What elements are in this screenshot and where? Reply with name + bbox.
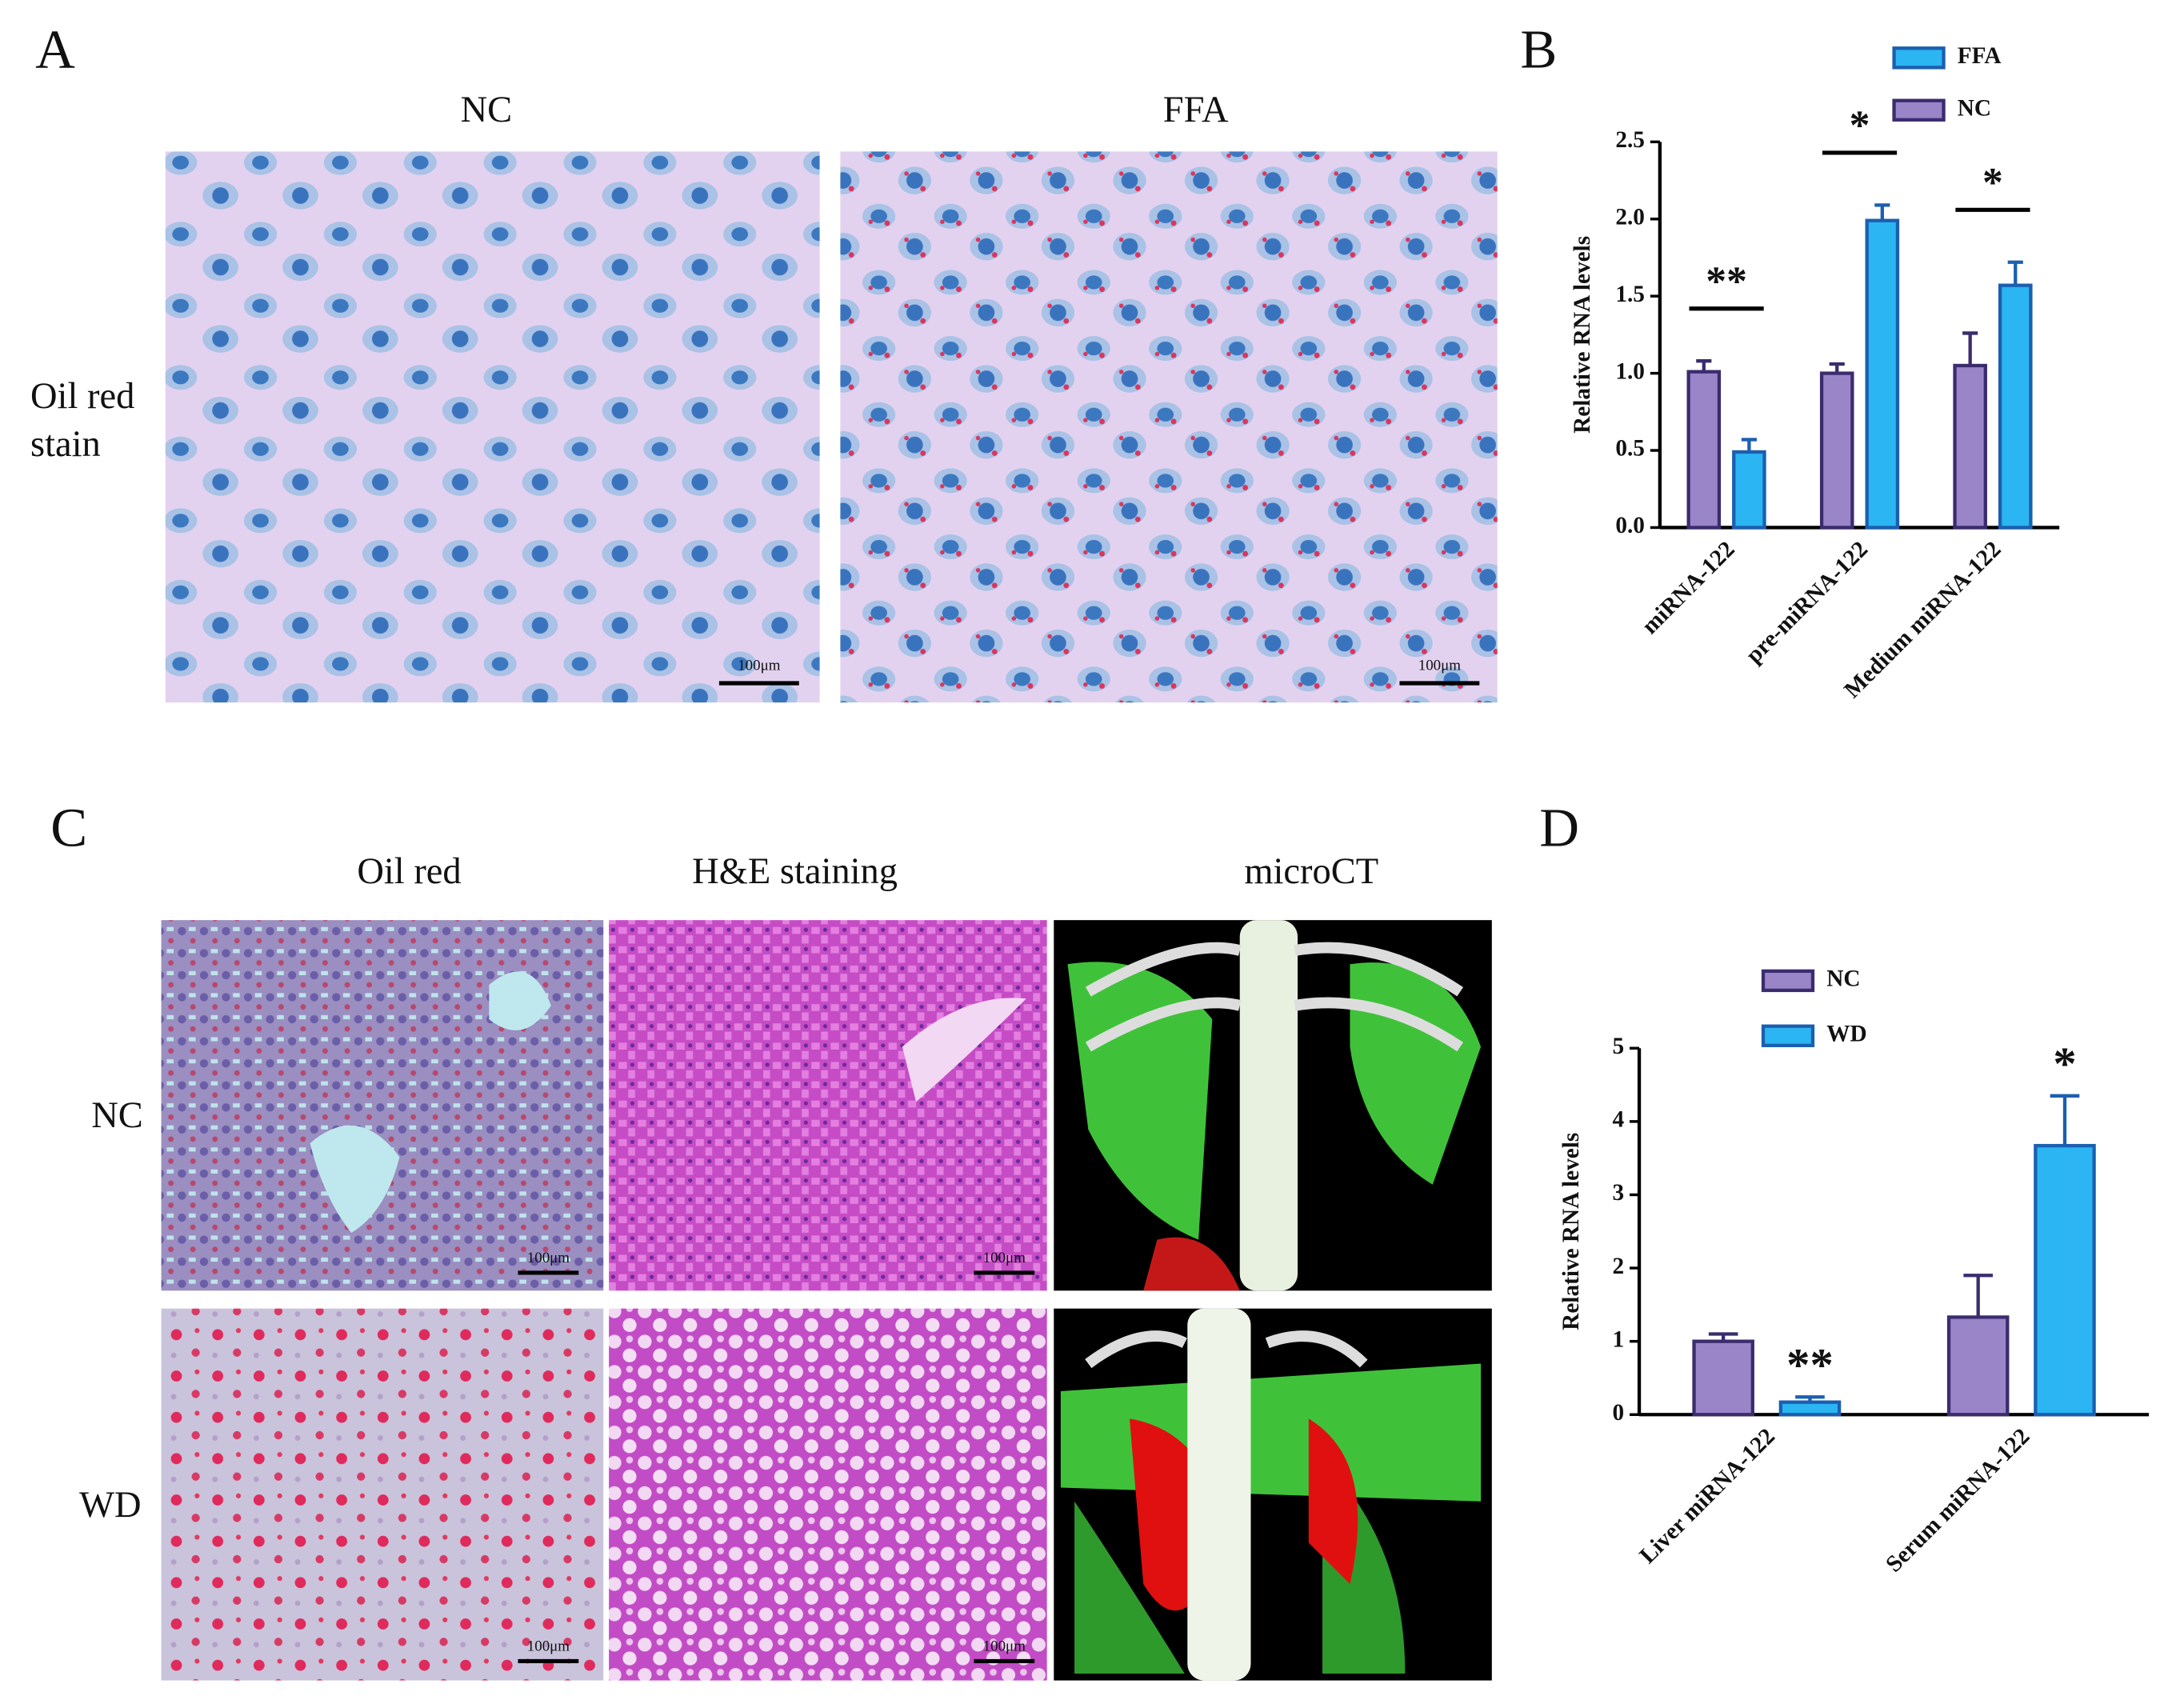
significance: *: [1982, 160, 2003, 206]
legend-swatch: [1892, 98, 1946, 122]
x-tick-label: pre-miRNA-122: [1741, 537, 1873, 669]
vessel: [902, 998, 1026, 1102]
micrograph: [609, 1308, 1047, 1681]
legend-swatch: [1892, 46, 1946, 70]
x-tick-label: Liver miRNA-122: [1634, 1423, 1779, 1568]
significance: *: [1850, 103, 1870, 149]
bar: [1692, 1339, 1754, 1417]
column-label: FFA: [1163, 90, 1229, 130]
error-bar: [2050, 1094, 2080, 1146]
error-bar: [1708, 1332, 1738, 1342]
bar: [1865, 218, 1900, 530]
legend-swatch: [1761, 969, 1815, 993]
significance: **: [1706, 258, 1747, 304]
column-label: Oil red: [357, 851, 461, 892]
scale-bar-label: 100μm: [983, 1638, 1026, 1655]
error-bar: [1795, 1395, 1825, 1402]
micrograph: [161, 920, 604, 1291]
legend-label: WD: [1826, 1021, 1866, 1046]
error-bar: [1741, 438, 1757, 452]
y-tick-label: 2: [1612, 1254, 1624, 1279]
bar: [1686, 370, 1722, 530]
bar: [1953, 363, 1987, 530]
bar: [1778, 1400, 1842, 1417]
micrograph: [165, 151, 820, 703]
row-label: stain: [30, 424, 101, 465]
scale-bar-label: 100μm: [738, 658, 781, 674]
x-tick-label: miRNA-122: [1637, 537, 1739, 639]
error-bar: [2007, 260, 2023, 286]
y-axis-label: Relative RNA levels: [1558, 1133, 1584, 1330]
micrograph: [840, 151, 1498, 703]
micrograph: [609, 920, 1047, 1291]
column-label: H&E staining: [692, 851, 898, 892]
panel-label: B: [1520, 19, 1557, 80]
panel-label: A: [35, 19, 75, 80]
y-tick-label: 3: [1612, 1180, 1624, 1206]
y-tick-label: 0.5: [1615, 436, 1645, 462]
scale-bar: 100μm 100μm: [718, 658, 1480, 686]
scale-bar-label: 100μm: [983, 1250, 1026, 1266]
error-bar: [1962, 331, 1978, 366]
error-bar: [1963, 1274, 1994, 1318]
column-label: NC: [461, 90, 513, 130]
y-tick-label: 2.0: [1615, 204, 1645, 230]
significance: **: [1786, 1338, 1834, 1390]
error-bar: [1829, 362, 1845, 374]
panel-label: C: [50, 797, 87, 858]
column-label: microCT: [1244, 851, 1378, 892]
legend-label: FFA: [1958, 43, 2002, 69]
bar: [1732, 450, 1766, 530]
scale-bar: 100μm 100μm 100μm 100μm: [518, 1250, 1035, 1664]
scale-bar-label: 100μm: [527, 1638, 570, 1655]
row-label: NC: [91, 1095, 143, 1136]
y-tick-label: 2.5: [1615, 127, 1645, 153]
legend-label: NC: [1826, 966, 1860, 992]
micro-ct: [1054, 920, 1492, 1681]
y-tick-label: 0: [1612, 1400, 1624, 1426]
row-label: Oil red: [30, 376, 134, 417]
bar: [1998, 283, 2033, 530]
bar: [2034, 1143, 2096, 1417]
legend-label: NC: [1958, 95, 1991, 121]
legend-swatch: [1761, 1024, 1815, 1047]
row-label: WD: [79, 1485, 141, 1526]
vessel: [310, 971, 551, 1233]
bar: [1946, 1315, 2010, 1417]
x-tick-label: Serum miRNA-122: [1881, 1423, 2034, 1577]
scale-bar-label: 100μm: [1418, 658, 1462, 674]
y-tick-label: 4: [1612, 1107, 1624, 1133]
y-tick-label: 1: [1612, 1326, 1624, 1352]
bar: [1819, 371, 1854, 530]
y-tick-label: 0.0: [1615, 513, 1645, 538]
error-bar: [1874, 203, 1890, 221]
y-tick-label: 5: [1612, 1034, 1624, 1059]
micrograph: [161, 1308, 604, 1681]
panel-label: D: [1539, 797, 1579, 858]
y-axis-label: Relative RNA levels: [1570, 236, 1595, 434]
scale-bar-label: 100μm: [527, 1250, 570, 1266]
y-tick-label: 1.5: [1615, 282, 1645, 307]
significance: *: [2053, 1038, 2076, 1090]
error-bar: [1696, 359, 1712, 372]
y-tick-label: 1.0: [1615, 358, 1645, 384]
